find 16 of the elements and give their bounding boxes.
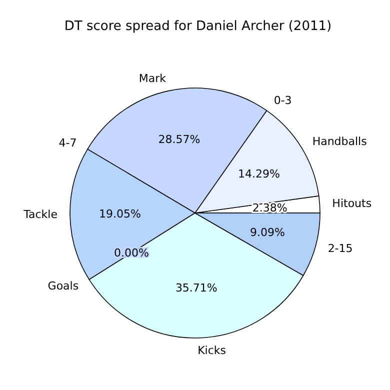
data-label: 9.09% [250,226,285,239]
data-label: 14.29% [238,167,280,180]
data-label: 2.38% [252,201,288,214]
chart-title: DT score spread for Daniel Archer (2011) [64,19,332,34]
category-label: 0-3 [274,94,292,107]
slice-label: Kicks [198,344,226,357]
data-label: 28.57% [158,133,200,146]
slice-label: Mark [138,72,167,86]
category-label: 4-7 [58,136,77,150]
slice-label: Handballs [312,134,368,148]
category-label: Goals [48,280,79,293]
slice-label: Tackle [22,208,58,222]
slice-label: 2-15 [328,242,353,256]
slice-label: Hitouts [332,197,372,210]
data-label: 35.71% [175,281,218,294]
data-label: 19.05% [99,207,141,220]
